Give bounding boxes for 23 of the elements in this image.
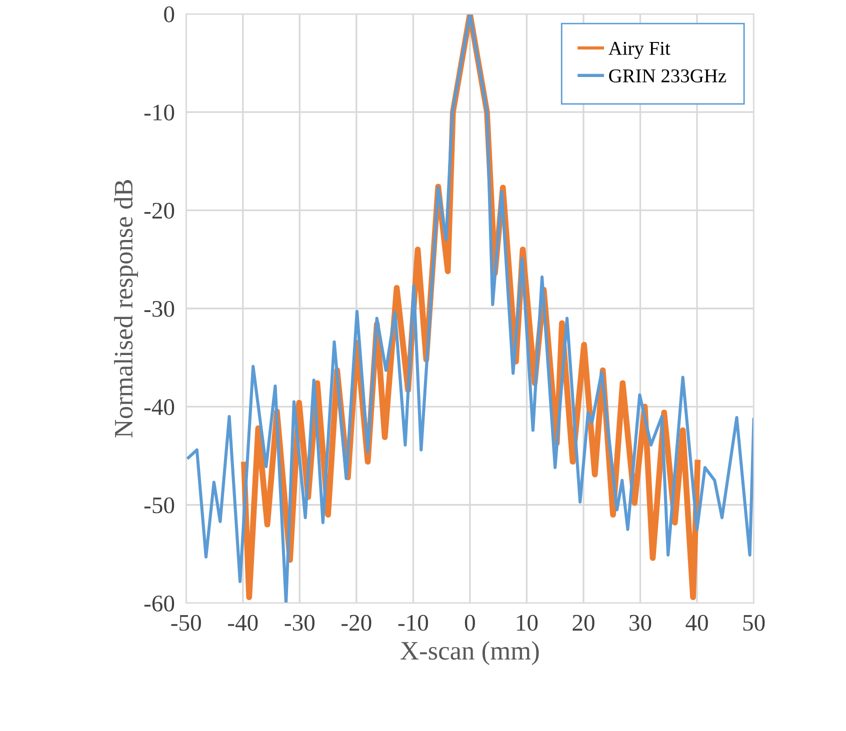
x-tick-label: 50 — [743, 614, 765, 631]
y-tick-label: -20 — [144, 202, 174, 219]
legend-label: GRIN 233GHz — [609, 69, 726, 82]
x-tick-label: -50 — [171, 614, 201, 631]
x-tick-label: -30 — [284, 614, 314, 631]
x-axis-title: X-scan (mm) — [400, 641, 539, 666]
x-tick-label: 30 — [630, 614, 652, 631]
y-axis-title: Normalised response dB — [114, 180, 138, 438]
y-tick-label: -30 — [144, 300, 174, 317]
x-tick-label: -10 — [398, 614, 428, 631]
x-tick-label: 20 — [572, 614, 594, 631]
x-tick-label: 10 — [516, 614, 538, 631]
x-tick-label: 0 — [464, 614, 475, 631]
y-tick-label: -50 — [144, 497, 174, 514]
y-tick-label: -10 — [144, 104, 174, 121]
x-tick-label: 40 — [686, 614, 708, 631]
y-tick-label: -40 — [144, 399, 174, 416]
y-tick-label: 0 — [164, 6, 174, 22]
legend-label: Airy Fit — [608, 42, 670, 59]
x-tick-label: -40 — [228, 614, 258, 631]
line-series — [186, 14, 754, 604]
y-tick-label: -60 — [144, 596, 174, 612]
x-tick-label: -20 — [342, 614, 372, 631]
